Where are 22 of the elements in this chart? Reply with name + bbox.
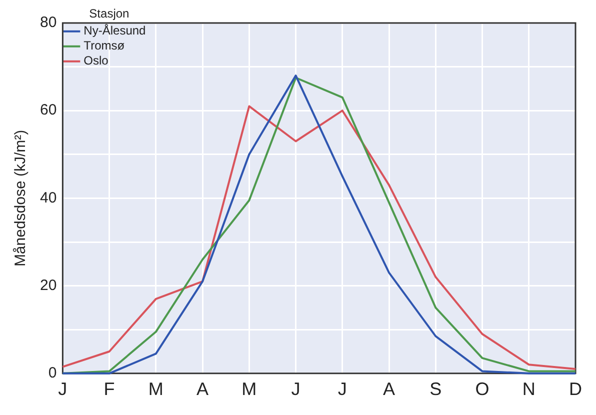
x-tick-label: O <box>475 379 490 400</box>
legend-label: Ny-Ålesund <box>84 24 146 38</box>
y-tick-label: 20 <box>40 276 57 294</box>
y-tick-label: 0 <box>48 364 57 382</box>
x-tick-label: N <box>522 379 536 400</box>
x-tick-label: J <box>58 379 68 400</box>
x-tick-label: A <box>196 379 209 400</box>
y-tick-label: 40 <box>40 189 57 206</box>
x-tick-label: J <box>291 379 300 400</box>
y-tick-label: 60 <box>40 102 57 119</box>
x-tick-label: M <box>148 379 164 400</box>
legend-title: Stasjon <box>89 6 130 20</box>
x-tick-label: J <box>338 379 347 400</box>
legend-label: Tromsø <box>84 38 126 53</box>
y-axis-title: Månedsdose (kJ/m²) <box>12 130 30 267</box>
legend-label: Oslo <box>84 54 109 68</box>
x-tick-label: F <box>104 379 115 400</box>
x-tick-label: A <box>383 379 396 400</box>
y-tick-label: 80 <box>40 14 57 32</box>
x-tick-label: S <box>430 379 442 400</box>
x-tick-label: D <box>569 379 582 400</box>
x-tick-label: M <box>242 379 257 400</box>
